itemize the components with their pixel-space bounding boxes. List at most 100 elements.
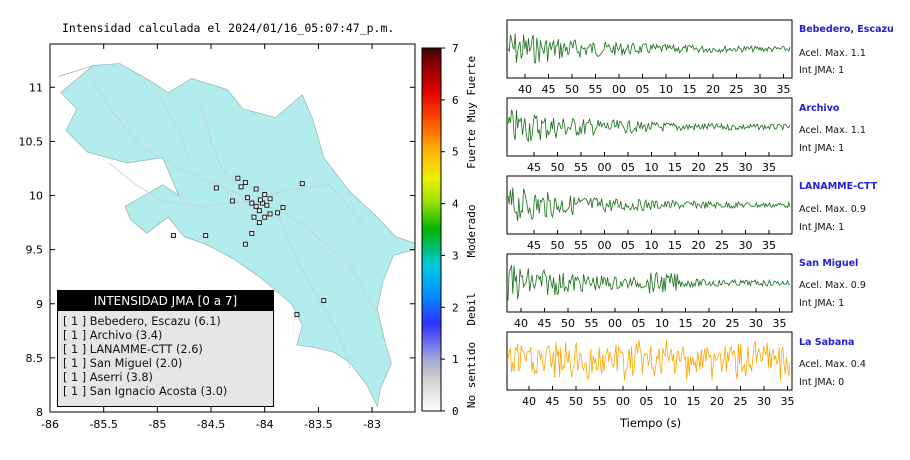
waveform-frame: [506, 97, 793, 157]
station-name: LANAMME-CTT: [799, 181, 878, 192]
colorbar-tick-label: 5: [452, 146, 459, 159]
waveform-tick-label: 45: [527, 239, 541, 252]
colorbar-category-label: Muy Fuerte: [465, 56, 478, 122]
colorbar-category-label: No sentido: [465, 342, 478, 408]
station-marker: [321, 298, 327, 303]
waveform-tick-label: 05: [621, 239, 635, 252]
station-jma: Int JMA: 1: [799, 143, 845, 154]
waveform-tick-label: 00: [608, 317, 622, 330]
waveform-tick-label: 10: [659, 83, 673, 96]
waveform-panels: 40 45 50 55 00 05 10 15 20 25 30 35 45 50 55 00 05 10 15 20…: [506, 19, 795, 408]
waveform-frame: [506, 175, 793, 235]
waveform-tick-label: 05: [636, 83, 650, 96]
station-marker: [280, 204, 286, 210]
waveform-tick-label: 15: [668, 239, 682, 252]
waveform-tick-label: 30: [739, 161, 753, 174]
waveform-tick-label: 35: [777, 83, 791, 96]
waveform-trace: [507, 109, 791, 143]
station-marker: [267, 196, 273, 202]
legend-item: [ 1 ] LANAMME-CTT (2.6): [63, 343, 203, 356]
waveform-frame: [506, 331, 793, 391]
waveform-tick-label: 45: [542, 83, 556, 96]
x-tick-label: -83: [363, 418, 381, 431]
station-marker: [264, 202, 270, 208]
colorbar-category-label: Moderado: [465, 205, 478, 258]
waveform-frame: [506, 253, 793, 313]
station-marker: [213, 185, 219, 191]
station-name: Bebedero, Escazu: [799, 24, 894, 35]
colorbar-tick-label: 1: [452, 353, 459, 366]
waveform-tick-label: 30: [753, 83, 767, 96]
station-marker: [203, 233, 209, 239]
x-tick-label: -83.5: [304, 418, 332, 431]
colorbar-tick-label: 2: [452, 301, 459, 314]
waveform-tick-label: 55: [574, 161, 588, 174]
road-line: [274, 208, 352, 369]
station-marker: [253, 203, 259, 209]
legend-item: [ 1 ] San Miguel (2.0): [63, 357, 183, 370]
waveform-tick-label: 30: [757, 395, 771, 408]
station-marker: [257, 197, 263, 203]
station-marker: [242, 180, 248, 185]
y-tick-label: 8.5: [26, 352, 44, 365]
road-line: [108, 162, 255, 207]
station-acceleration: Acel. Max. 1.1: [799, 48, 866, 59]
waveform-tick-label: 45: [538, 317, 552, 330]
waveform-tick-label: 25: [730, 83, 744, 96]
waveform-tick-label: 25: [715, 239, 729, 252]
waveform-tick-label: 50: [561, 317, 575, 330]
y-tick-label: 9: [36, 298, 43, 311]
station-marker: [256, 208, 262, 214]
border-line: [58, 65, 94, 77]
station-name: Archivo: [799, 103, 840, 114]
waveform-tick-label: 50: [551, 161, 565, 174]
y-tick-label: 9.5: [26, 244, 44, 257]
station-marker: [238, 184, 244, 190]
waveform-tick-label: 10: [645, 239, 659, 252]
road-line: [253, 184, 368, 229]
waveform-tick-label: 55: [589, 83, 603, 96]
y-tick-label: 11: [29, 81, 43, 94]
x-tick-label: -85.5: [89, 418, 117, 431]
x-tick-label: -85: [148, 418, 166, 431]
colorbar-category-label: Debil: [465, 292, 478, 325]
waveform-tick-label: 35: [781, 395, 795, 408]
waveform-trace: [507, 265, 790, 301]
legend-title: INTENSIDAD JMA [0 a 7]: [58, 291, 273, 311]
legend-item: [ 1 ] Aserri (3.8): [63, 371, 153, 384]
map-title: Intensidad calculada el 2024/01/16_05:07…: [62, 21, 395, 35]
waveform-tick-label: 35: [762, 161, 776, 174]
station-marker: [249, 230, 255, 236]
waveform-tick-label: 50: [569, 395, 583, 408]
station-marker: [245, 195, 250, 201]
waveform-tick-label: 55: [593, 395, 607, 408]
waveform-tick-label: 40: [514, 317, 528, 330]
waveform-tick-label: 55: [574, 239, 588, 252]
station-acceleration: Acel. Max. 1.1: [799, 125, 866, 136]
waveform-tick-label: 10: [663, 395, 677, 408]
y-tick-label: 10.5: [19, 135, 44, 148]
colorbar-tick-label: 4: [452, 198, 459, 211]
station-name: La Sabana: [799, 337, 855, 348]
waveform-trace: [507, 33, 791, 64]
waveform-tick-label: 15: [687, 395, 701, 408]
station-jma: Int JMA: 1: [799, 298, 845, 309]
station-marker: [262, 214, 268, 220]
waveform-tick-label: 45: [527, 161, 541, 174]
waveform-tick-label: 30: [739, 239, 753, 252]
waveform-tick-label: 20: [702, 317, 716, 330]
station-name: San Miguel: [799, 258, 859, 269]
station-jma: Int JMA: 1: [799, 222, 845, 233]
waveform-tick-label: 15: [679, 317, 693, 330]
station-jma: Int JMA: 1: [799, 65, 845, 76]
waveform-tick-label: 15: [683, 83, 697, 96]
waveform-tick-label: 55: [585, 317, 599, 330]
x-tick-label: -86: [41, 418, 59, 431]
station-marker: [251, 214, 257, 220]
waveform-tick-label: 45: [546, 395, 560, 408]
station-marker: [249, 200, 255, 206]
station-acceleration: Acel. Max. 0.9: [799, 204, 866, 215]
waveform-tick-label: 00: [598, 239, 612, 252]
waveform-tick-label: 30: [749, 317, 763, 330]
station-jma: Int JMA: 0: [799, 377, 845, 388]
